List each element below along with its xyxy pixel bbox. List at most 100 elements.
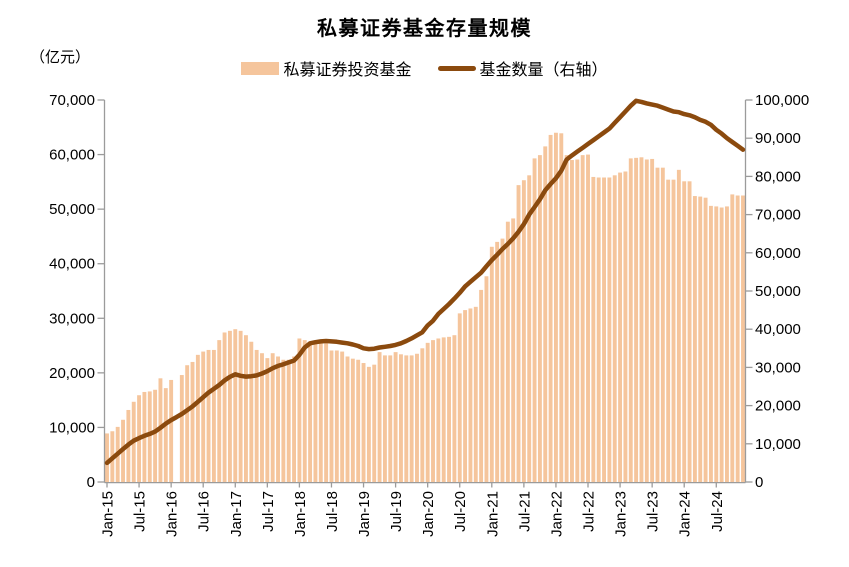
bar-Aug-18 xyxy=(334,350,339,482)
bar-Sep-21 xyxy=(532,158,537,483)
bar-May-22 xyxy=(575,159,580,483)
bar-Nov-22 xyxy=(607,177,612,482)
bar-Jan-24 xyxy=(682,181,687,482)
bar-Dec-24 xyxy=(741,195,745,482)
bar-Sep-20 xyxy=(468,308,473,482)
x-tick-label: Jul-16 xyxy=(196,491,213,532)
bar-Mar-21 xyxy=(500,238,505,482)
bar-May-23 xyxy=(639,157,644,483)
bar-Apr-18 xyxy=(313,341,318,482)
x-tick-label: Jul-18 xyxy=(324,491,341,532)
bar-Apr-16 xyxy=(185,365,190,482)
bar-Sep-22 xyxy=(596,177,601,482)
bar-Nov-20 xyxy=(479,289,484,482)
count-line xyxy=(104,98,746,466)
y-left-tick-label: 10,000 xyxy=(49,419,95,436)
bar-Sep-18 xyxy=(340,351,345,482)
bar-Nov-16 xyxy=(222,332,227,482)
bar-Jul-18 xyxy=(329,350,334,482)
bar-Jun-17 xyxy=(260,353,264,482)
bar-Feb-22 xyxy=(559,133,564,482)
y-left-tick-label: 0 xyxy=(87,474,95,491)
bar-Aug-22 xyxy=(591,176,596,482)
bar-Jul-19 xyxy=(393,352,398,482)
bar-Mar-24 xyxy=(692,196,697,482)
bar-Jan-23 xyxy=(618,172,623,482)
bar-May-18 xyxy=(318,343,323,482)
bar-Aug-23 xyxy=(655,167,660,482)
bar-Mar-20 xyxy=(436,338,441,482)
bar-Apr-24 xyxy=(698,196,703,482)
bar-May-17 xyxy=(254,349,259,482)
bar-Dec-19 xyxy=(420,348,425,482)
bar-Oct-18 xyxy=(345,356,350,482)
x-tick-label: Jan-18 xyxy=(292,491,309,537)
bar-Feb-19 xyxy=(366,366,371,482)
chart-title: 私募证券基金存量规模 xyxy=(317,18,532,40)
x-tick-label: Jan-21 xyxy=(484,491,501,537)
bar-Mar-19 xyxy=(372,364,377,482)
bar-May-24 xyxy=(703,197,708,482)
bar-Apr-21 xyxy=(505,221,510,483)
bar-Sep-17 xyxy=(276,356,280,482)
bar-Jul-16 xyxy=(201,351,206,482)
x-tick-label: Jan-16 xyxy=(164,491,181,537)
bar-Sep-16 xyxy=(211,349,216,482)
bar-Jul-20 xyxy=(457,313,462,482)
bar-Mar-23 xyxy=(628,158,633,483)
bar-Jan-18 xyxy=(297,338,302,482)
bar-Dec-23 xyxy=(676,169,681,482)
x-tick-label: Jan-17 xyxy=(228,491,245,537)
bar-Jan-19 xyxy=(361,363,366,482)
x-tick-label: Jan-22 xyxy=(548,491,565,537)
bar-Jul-17 xyxy=(265,358,270,482)
x-tick-label: Jul-23 xyxy=(645,491,662,532)
bar-Jan-17 xyxy=(233,329,238,482)
bar-Mar-17 xyxy=(244,335,248,482)
bar-Feb-21 xyxy=(495,241,500,482)
y-left-tick-label: 50,000 xyxy=(49,201,95,218)
x-tick-label: Jan-24 xyxy=(677,491,694,537)
bar-Jan-22 xyxy=(553,132,558,482)
bar-Mar-22 xyxy=(564,155,569,483)
bar-May-19 xyxy=(382,355,387,482)
bar-May-20 xyxy=(447,336,452,482)
x-tick-label: Jul-17 xyxy=(260,491,277,532)
bar-Dec-17 xyxy=(292,356,297,482)
bar-Mar-16 xyxy=(179,375,184,482)
x-tick-label: Jul-15 xyxy=(132,491,149,532)
bar-Nov-17 xyxy=(286,359,291,482)
x-tick-label: Jul-19 xyxy=(388,491,405,532)
bar-Nov-24 xyxy=(735,195,740,482)
bar-Aug-21 xyxy=(527,175,532,482)
bar-Mar-18 xyxy=(308,341,313,482)
bar-Jun-16 xyxy=(195,354,200,482)
bar-Sep-19 xyxy=(404,355,409,482)
bar-Jan-16 xyxy=(169,379,174,482)
y-right-tick-label: 30,000 xyxy=(755,359,801,376)
y-right-tick-label: 90,000 xyxy=(755,130,801,147)
y-right-tick-label: 70,000 xyxy=(755,207,801,224)
bar-Aug-17 xyxy=(270,353,275,482)
bar-Jul-24 xyxy=(714,206,719,482)
y-right-tick-label: 100,000 xyxy=(755,92,809,109)
bar-Oct-16 xyxy=(217,340,222,482)
x-tick-label: Jan-23 xyxy=(613,491,630,537)
bar-Oct-22 xyxy=(602,177,606,482)
bar-Aug-20 xyxy=(463,310,468,482)
bar-Aug-24 xyxy=(719,207,724,482)
y-left-tick-label: 20,000 xyxy=(49,365,95,382)
bar-Jul-23 xyxy=(650,158,655,483)
bar-Jun-20 xyxy=(452,335,457,482)
bar-Jun-24 xyxy=(708,205,713,482)
bar-Feb-20 xyxy=(431,340,435,482)
bar-Dec-15 xyxy=(163,388,168,482)
bar-Apr-23 xyxy=(634,157,639,483)
bar-Dec-20 xyxy=(484,276,489,482)
x-tick-label: Jan-15 xyxy=(100,491,117,537)
y-right-tick-label: 60,000 xyxy=(755,245,801,262)
y-left-tick-label: 70,000 xyxy=(49,92,95,109)
y-right-tick-label: 80,000 xyxy=(755,168,801,185)
